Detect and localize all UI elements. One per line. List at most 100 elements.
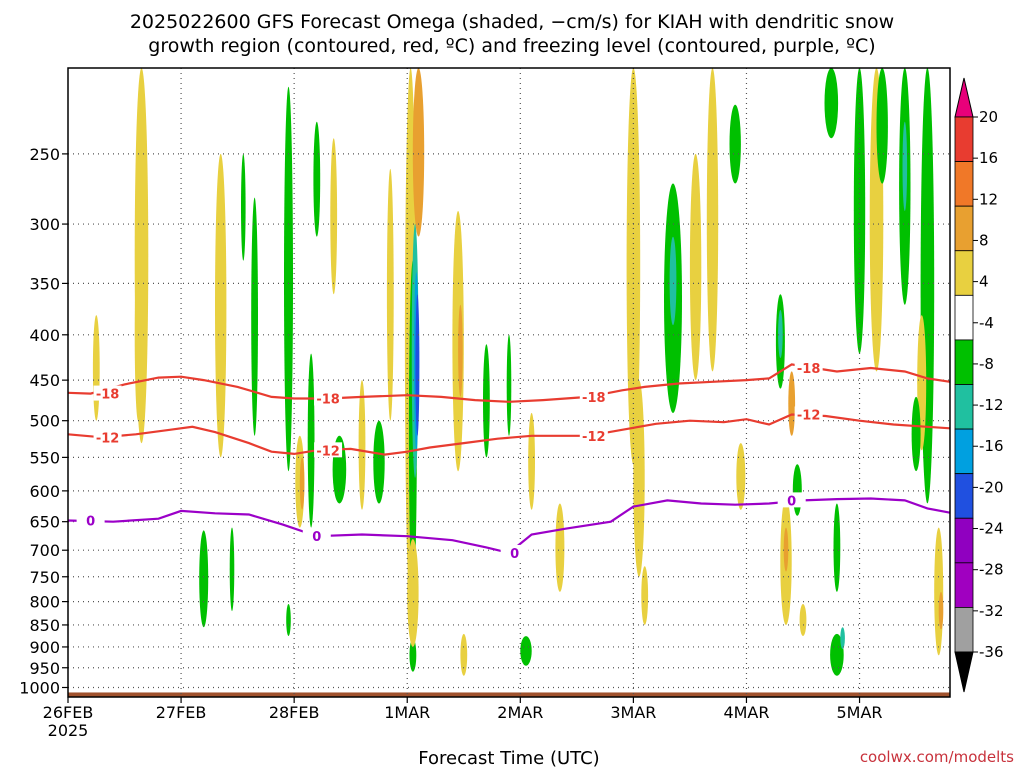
colorbar-label: -24	[979, 520, 1004, 538]
omega-shade-region	[902, 121, 908, 211]
colorbar-label: -32	[979, 602, 1004, 620]
x-tick-label: 27FEB	[156, 703, 207, 722]
y-tick-label: 850	[29, 616, 60, 635]
omega-shade-region	[92, 315, 100, 421]
colorbar-bin	[954, 161, 974, 207]
credit-label: coolwx.com/modelts	[860, 748, 1014, 766]
x-axis-title: Forecast Time (UTC)	[418, 748, 599, 768]
contour-label: -18	[582, 391, 606, 406]
omega-shade-region	[669, 236, 677, 326]
colorbar-label: -4	[979, 314, 994, 332]
omega-shade-region	[330, 138, 338, 295]
colorbar-bin	[954, 428, 974, 475]
omega-shade-region	[520, 636, 532, 666]
omega-shade-region	[215, 153, 227, 458]
omega-shade-region	[934, 527, 944, 656]
contour-label-bg	[579, 427, 608, 443]
colorbar-label: -20	[979, 478, 1004, 496]
chart-title-line2: growth region (contoured, red, ºC) and f…	[148, 35, 875, 57]
omega-shade-region	[626, 68, 641, 465]
omega-shade-region	[736, 443, 746, 510]
colorbar: 20 16 12 8 4 -4 -8 -12 -16 -20 -24 -28 -32 -36	[954, 77, 1004, 693]
contour-lines: -18 -18 -18 -18 -12 -12 -12 -12 0 0 0 0	[67, 359, 951, 562]
y-tick-label: 350	[29, 274, 60, 293]
contour-line	[67, 497, 951, 555]
contour-label-bg	[93, 385, 122, 401]
contour-label-bg	[314, 442, 343, 458]
contour-label-bg	[794, 359, 823, 375]
contour-label: 0	[510, 547, 519, 562]
omega-shade-region	[824, 68, 839, 139]
contour-label-bg	[777, 492, 806, 508]
y-tick-label: 450	[29, 371, 60, 390]
y-tick-label: 500	[29, 412, 60, 431]
y-tick-label: 750	[29, 568, 60, 587]
colorbar-label: -28	[979, 561, 1004, 579]
x-axis-year: 2025	[48, 721, 89, 740]
contour-label: -12	[316, 444, 340, 459]
omega-shade-region	[641, 566, 649, 625]
omega-shade-region	[307, 353, 315, 528]
colorbar-cap-bottom	[954, 651, 974, 693]
omega-shade-region	[830, 633, 844, 676]
contour-line	[67, 413, 951, 456]
contour-label: -12	[582, 430, 606, 445]
omega-shade-region	[412, 68, 425, 237]
omega-shading	[92, 67, 944, 676]
ground-layer	[68, 692, 950, 697]
surface-layer	[68, 692, 950, 697]
x-tick-label: 26FEB	[43, 703, 94, 722]
contour-label-bg	[93, 429, 122, 445]
contour-label-bg	[500, 544, 529, 560]
contour-label: 0	[787, 494, 796, 509]
omega-shade-region	[358, 380, 366, 510]
omega-shade-region	[284, 86, 293, 472]
y-tick-label: 950	[29, 659, 60, 678]
colorbar-cap-top	[954, 77, 974, 118]
y-tick-label: 300	[29, 215, 60, 234]
colorbar-label: -12	[979, 396, 1004, 414]
colorbar-bin	[954, 339, 974, 385]
omega-shade-region	[528, 412, 535, 510]
colorbar-label: 8	[979, 231, 989, 249]
omega-shade-region	[783, 527, 789, 572]
omega-shade-region	[373, 420, 385, 504]
omega-shade-region	[409, 638, 417, 672]
x-tick-label: 3MAR	[610, 703, 656, 722]
colorbar-bin	[954, 517, 974, 564]
contour-label: 0	[86, 514, 95, 529]
omega-shade-region	[415, 294, 420, 436]
omega-shade-region	[407, 539, 419, 647]
colorbar-bin	[954, 384, 974, 430]
colorbar-bin	[954, 607, 974, 653]
omega-shade-region	[938, 591, 944, 630]
omega-shade-region	[778, 309, 783, 359]
omega-shade-region	[633, 380, 645, 577]
omega-shade-region	[706, 68, 719, 372]
colorbar-label: 20	[979, 108, 998, 126]
y-tick-label: 250	[29, 145, 60, 164]
omega-shade-region	[555, 503, 565, 592]
contour-label: -12	[797, 408, 821, 423]
contour-label: -18	[797, 362, 821, 377]
omega-shade-region	[286, 604, 291, 636]
contour-label-bg	[76, 512, 105, 528]
colorbar-label: -16	[979, 437, 1004, 455]
omega-shade-region	[452, 211, 464, 472]
colorbar-bin	[954, 205, 974, 252]
y-tick-label: 600	[29, 482, 60, 501]
omega-shade-region	[840, 627, 845, 649]
contour-label-bg	[579, 388, 608, 404]
omega-shade-region	[689, 153, 702, 381]
y-tick-label: 1000	[19, 678, 60, 697]
omega-shade-region	[833, 503, 841, 592]
y-tick-label: 400	[29, 326, 60, 345]
contour-label-bg	[794, 406, 823, 422]
contour-label: -18	[96, 388, 120, 403]
omega-shade-region	[911, 396, 921, 472]
colorbar-label: 4	[979, 273, 989, 291]
omega-shade-region	[799, 604, 807, 636]
omega-shade-region	[199, 530, 209, 628]
omega-shade-region	[460, 633, 468, 676]
